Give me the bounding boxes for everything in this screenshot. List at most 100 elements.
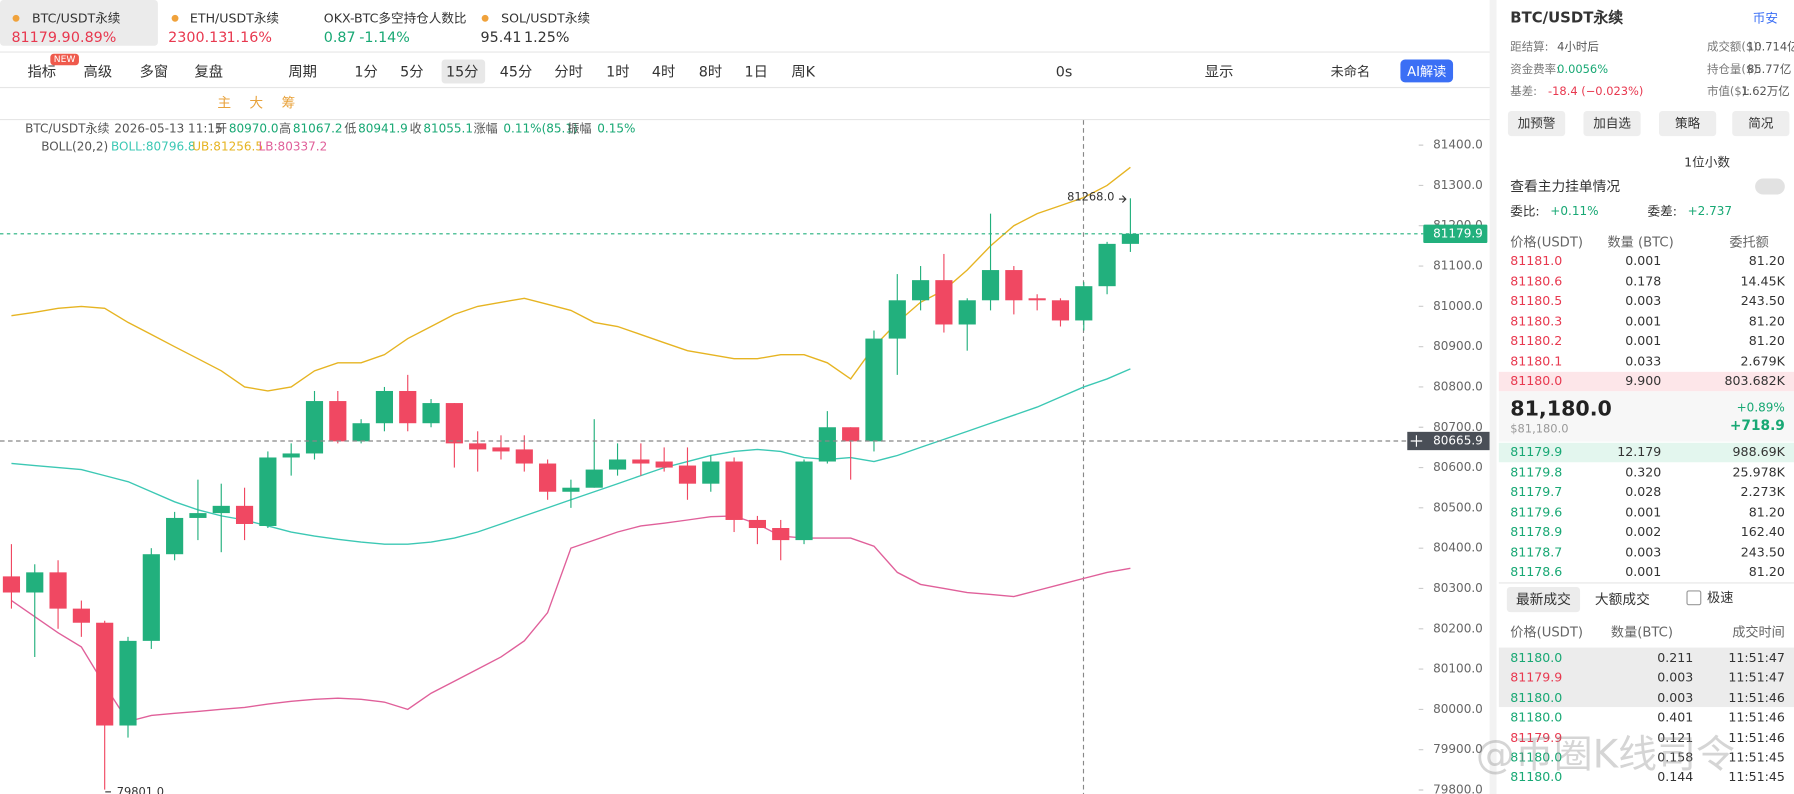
trade-qty: 0.003	[1657, 690, 1694, 706]
interval[interactable]: 5分	[400, 62, 424, 80]
asks-qty: 9.900	[1625, 373, 1662, 389]
stat-label: 基差:	[1510, 85, 1537, 99]
layout-name[interactable]: 未命名	[1330, 63, 1371, 80]
panel-button[interactable]: 加预警	[1517, 116, 1556, 132]
panel-button[interactable]: 加自选	[1593, 116, 1631, 132]
main-orders[interactable]: 查看主力挂单情况	[1510, 178, 1621, 195]
asks-amount: 81.20	[1748, 313, 1785, 329]
toolbar-item[interactable]: 复盘	[194, 62, 224, 80]
y-tick-label: 81100.0	[1433, 259, 1483, 273]
interval[interactable]: 1日	[744, 62, 768, 80]
tab-name[interactable]: ETH/USDT永续	[189, 10, 280, 26]
interval[interactable]: 分时	[554, 62, 583, 80]
tab-change[interactable]: 0.89%	[70, 28, 117, 46]
ohlc-info: 收	[409, 122, 422, 136]
panel-button[interactable]: 简况	[1748, 116, 1774, 132]
exchange[interactable]: 币安	[1752, 10, 1778, 26]
asks-qty: 0.178	[1625, 273, 1662, 289]
bids-amount: 81.20	[1748, 504, 1785, 520]
panel-button-bg[interactable]	[1732, 110, 1790, 137]
interval[interactable]: 4时	[651, 62, 676, 80]
interval[interactable]: 45分	[499, 62, 533, 80]
stat-value: -18.4 (−0.023%)	[1548, 85, 1644, 99]
stat-value: 0.0056%	[1557, 64, 1609, 77]
stat-label: 市值($):	[1707, 85, 1751, 99]
trade-time: 11:51:47	[1728, 650, 1785, 666]
trade-tab-bg[interactable]	[1506, 586, 1581, 613]
candle-body	[935, 280, 953, 325]
ratio-label: 委比:	[1510, 204, 1540, 220]
tab-price[interactable]: 95.41	[480, 28, 522, 46]
fast-toggle[interactable]: 极速	[1707, 589, 1734, 606]
bids-qty: 12.179	[1617, 444, 1662, 460]
candle-body	[166, 517, 184, 555]
interval[interactable]: 15分	[445, 62, 479, 80]
y-tick-label: 80300.0	[1433, 581, 1483, 595]
ai-button[interactable]: AI解读	[1407, 63, 1447, 80]
asks-amount: 81.20	[1748, 333, 1785, 349]
toolbar-item[interactable]: 指标	[27, 62, 57, 80]
tab-name[interactable]: OKX-BTC多空持仓人数比	[323, 10, 467, 26]
tab-change[interactable]: 1.25%	[524, 28, 570, 46]
asks-qty: 0.001	[1625, 253, 1662, 269]
candle-body	[235, 505, 254, 524]
candle-body	[842, 427, 860, 442]
toolbar-item[interactable]: 周期	[288, 62, 317, 80]
tab-change[interactable]: -1.14%	[359, 28, 410, 46]
panel-button-bg[interactable]	[1658, 110, 1717, 137]
drawing-tool[interactable]: 大	[249, 94, 264, 111]
tab-name[interactable]: BTC/USDT永续	[32, 10, 121, 26]
mid-bg	[1498, 391, 1794, 442]
bids-qty: 0.001	[1625, 564, 1662, 580]
stat-value: 1.62万亿	[1741, 85, 1790, 99]
candle-body	[655, 461, 673, 468]
trade-tab[interactable]: 最新成交	[1515, 591, 1571, 608]
checkbox[interactable]	[1686, 590, 1702, 606]
ohlc-info: 80941.9	[358, 122, 408, 136]
tab-price[interactable]: 2300.13	[168, 28, 228, 46]
interval[interactable]: 1时	[606, 62, 630, 80]
bids-price: 81179.7	[1510, 484, 1563, 500]
panel-button-bg[interactable]	[1583, 110, 1641, 137]
candle-body	[329, 401, 347, 442]
bids-qty: 0.320	[1625, 464, 1662, 480]
panel-button-bg[interactable]	[1507, 110, 1566, 137]
bids-price: 81178.7	[1510, 544, 1563, 560]
asks-qty: 0.033	[1625, 353, 1662, 369]
candle-body	[748, 519, 766, 529]
candle-body	[562, 487, 580, 492]
drawing-tool[interactable]: 主	[217, 94, 232, 111]
interval[interactable]: 1分	[354, 62, 378, 80]
tab-price[interactable]: 0.87	[323, 28, 356, 46]
boll-info: LB:80337.2	[258, 140, 328, 155]
interval[interactable]: 周K	[791, 62, 816, 80]
display-button[interactable]: 显示	[1204, 62, 1234, 80]
tab-change[interactable]: 1.16%	[226, 28, 272, 46]
tab-price[interactable]: 81179.9	[11, 28, 71, 46]
precision[interactable]: 1位小数	[1684, 155, 1730, 170]
refresh-time: 0s	[1055, 62, 1073, 80]
toolbar-item[interactable]: 高级	[83, 62, 113, 80]
boll-middle	[11, 368, 1131, 545]
tab-name[interactable]: SOL/USDT永续	[501, 10, 591, 26]
ai-button-bg[interactable]	[1400, 59, 1454, 83]
boll-info: UB:81256.5	[192, 140, 263, 155]
bids-price: 81179.9	[1510, 444, 1563, 460]
trade-qty: 0.401	[1657, 710, 1694, 726]
panel-button[interactable]: 策略	[1675, 116, 1701, 132]
candle-body	[539, 463, 557, 492]
toggle[interactable]	[1755, 178, 1785, 195]
asks-qty: 0.003	[1625, 293, 1662, 309]
interval[interactable]: 8时	[698, 62, 723, 80]
toolbar-item[interactable]: 多窗	[139, 62, 169, 80]
trade-tab[interactable]: 大额成交	[1594, 591, 1650, 608]
y-tick-label: 79800.0	[1433, 782, 1483, 794]
drawing-tool[interactable]: 筹	[281, 94, 296, 111]
candle-body	[632, 459, 650, 464]
y-tick-label: 80600.0	[1433, 460, 1483, 474]
asks-price: 81180.6	[1510, 273, 1563, 289]
plus-tab: NEW	[50, 53, 79, 66]
stat-value: 85.77亿	[1747, 64, 1792, 77]
candle-body	[96, 622, 114, 726]
ohlc-info: 高	[279, 122, 292, 136]
